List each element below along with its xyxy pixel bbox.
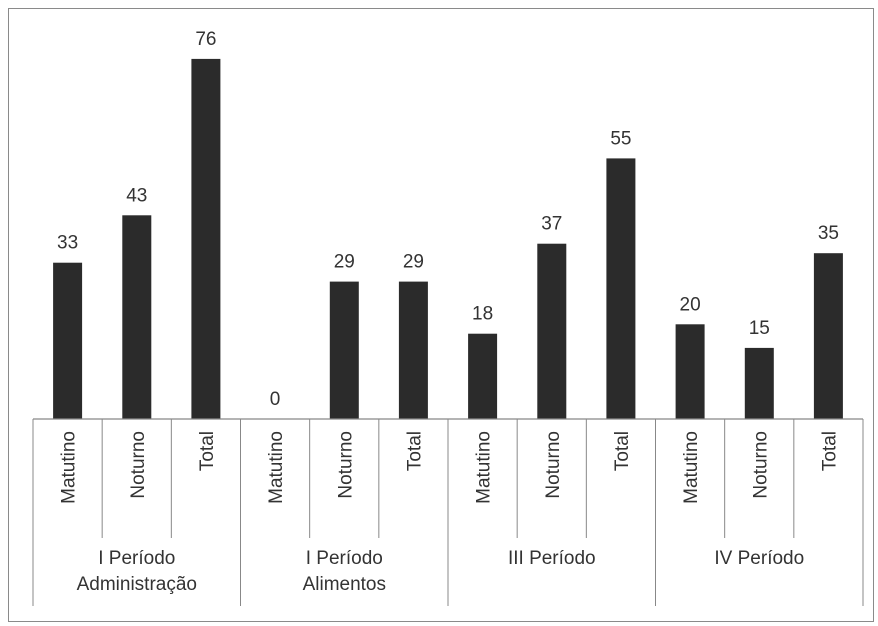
group-label: I Período Alimentos	[303, 548, 386, 595]
group-label-line: III Período	[508, 548, 596, 569]
bar-total-3	[606, 158, 636, 419]
category-axis	[32, 418, 864, 606]
category-label: Matutino	[59, 431, 80, 504]
value-label: 20	[680, 294, 701, 315]
bar-noturno-4	[744, 347, 774, 419]
chart-frame	[8, 8, 874, 622]
bar-total-1	[191, 58, 221, 420]
bar-matutino-4	[675, 324, 705, 420]
value-label: 29	[334, 252, 355, 273]
group-label-line: I Período	[98, 548, 175, 569]
value-label: 0	[270, 389, 281, 410]
category-label: Noturno	[750, 431, 771, 499]
group-label-line: I Período	[306, 548, 383, 569]
category-label: Matutino	[474, 431, 495, 504]
category-label: Noturno	[128, 431, 149, 499]
bars-layer	[53, 58, 843, 420]
value-labels-layer: 33 43 76 0 29 29 18 37 55 20 15 35	[57, 29, 839, 410]
group-label: I Período Administração	[77, 548, 197, 595]
value-label: 29	[403, 252, 424, 273]
bar-matutino-3	[468, 333, 498, 419]
group-label-line: IV Período	[714, 548, 804, 569]
bar-total-4	[813, 253, 843, 419]
category-label: Matutino	[681, 431, 702, 504]
value-label: 37	[541, 214, 562, 235]
value-label: 15	[749, 318, 770, 339]
category-label: Total	[404, 431, 425, 471]
category-label: Total	[197, 431, 218, 471]
bar-noturno-1	[122, 215, 152, 419]
category-labels-layer: Matutino Noturno Total Matutino Noturno Total…	[59, 431, 841, 504]
value-label: 35	[818, 223, 839, 244]
bar-noturno-2	[329, 281, 359, 419]
group-label-line: Alimentos	[303, 574, 386, 595]
category-label: Matutino	[266, 431, 287, 504]
group-label: IV Período	[714, 548, 804, 569]
bar-noturno-3	[537, 243, 567, 419]
bar-matutino-1	[53, 262, 83, 419]
category-label: Noturno	[335, 431, 356, 499]
group-label-line: Administração	[77, 574, 197, 595]
value-label: 76	[195, 29, 216, 50]
value-label: 43	[126, 185, 147, 206]
group-labels-layer: I Período Administração I Período Alimentos…	[77, 548, 805, 595]
category-label: Total	[612, 431, 633, 471]
value-label: 18	[472, 304, 493, 325]
value-label: 55	[610, 128, 631, 149]
category-label: Noturno	[543, 431, 564, 499]
bar-total-2	[398, 281, 428, 419]
value-label: 33	[57, 233, 78, 254]
group-label: III Período	[508, 548, 596, 569]
category-label: Total	[819, 431, 840, 471]
